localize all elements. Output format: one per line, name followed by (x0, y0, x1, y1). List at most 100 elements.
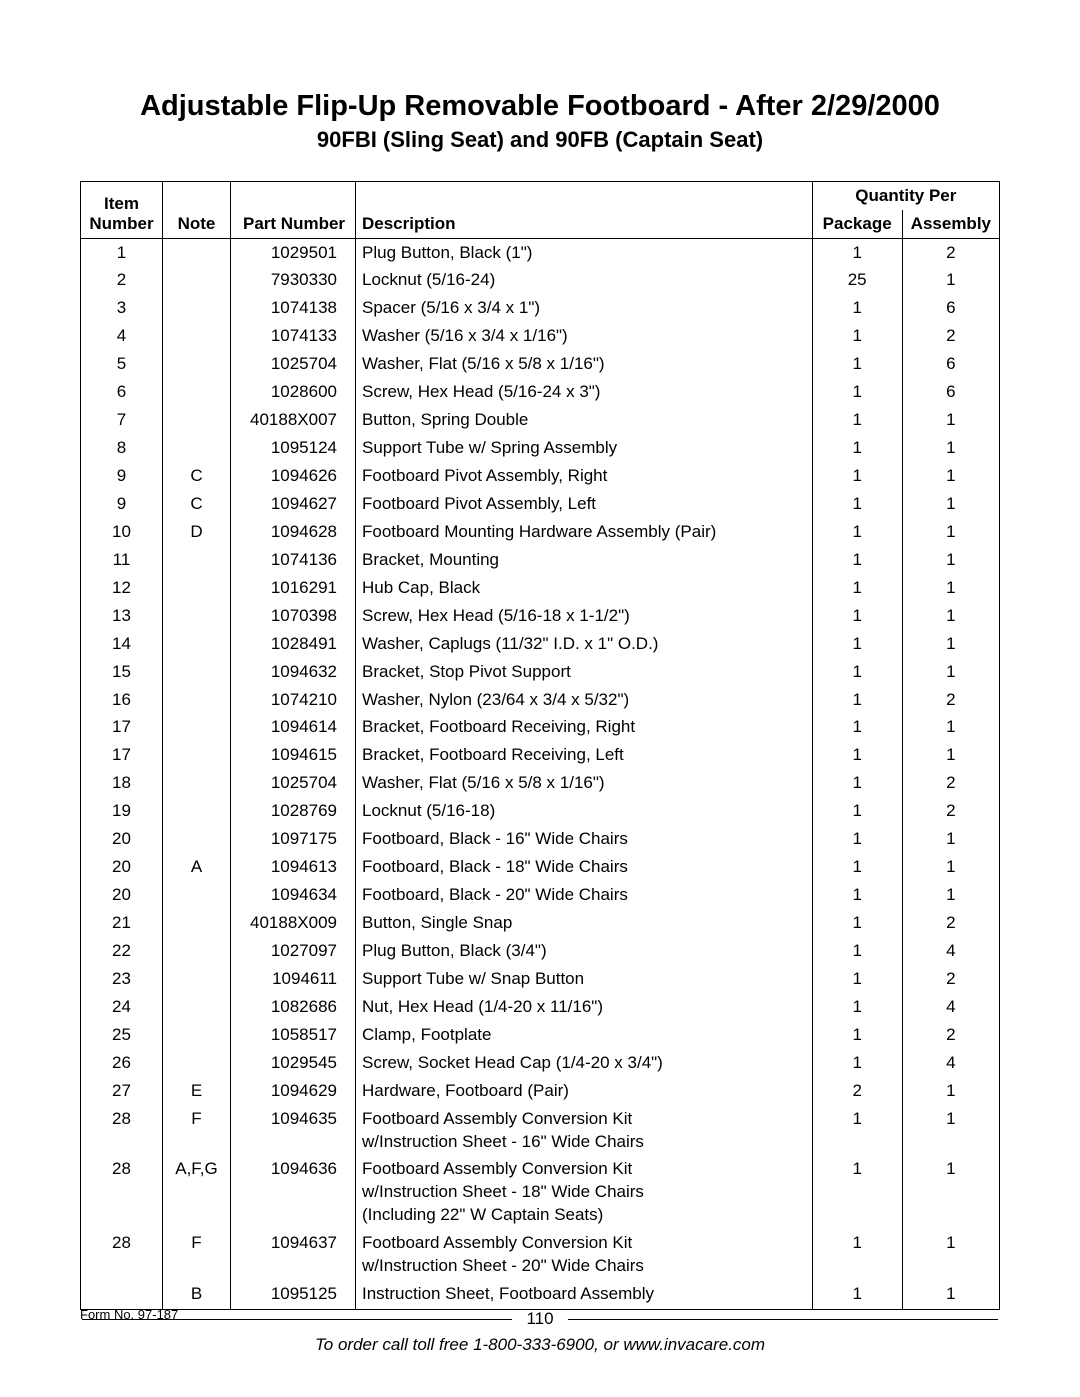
cell-item: 2 (81, 267, 163, 295)
cell-pkg: 1 (812, 686, 902, 714)
cell-item: 17 (81, 742, 163, 770)
cell-asm: 1 (902, 742, 999, 770)
cell-note (163, 910, 231, 938)
cell-part: 1095124 (231, 435, 356, 463)
cell-item: 17 (81, 714, 163, 742)
table-row: 61028600Screw, Hex Head (5/16-24 x 3")16 (81, 379, 1000, 407)
cell-note (163, 770, 231, 798)
cell-note (163, 407, 231, 435)
cell-asm: 2 (902, 770, 999, 798)
cell-item: 13 (81, 602, 163, 630)
cell-note (163, 630, 231, 658)
cell-part: 1074210 (231, 686, 356, 714)
cell-desc: Support Tube w/ Snap Button (356, 965, 813, 993)
cell-pkg: 1 (812, 1105, 902, 1156)
cell-part: 1074133 (231, 323, 356, 351)
cell-pkg: 1 (812, 882, 902, 910)
cell-pkg: 1 (812, 965, 902, 993)
cell-desc: Hub Cap, Black (356, 574, 813, 602)
cell-asm: 1 (902, 407, 999, 435)
cell-desc: Footboard Pivot Assembly, Left (356, 490, 813, 518)
cell-note: D (163, 518, 231, 546)
page-title: Adjustable Flip-Up Removable Footboard -… (80, 90, 1000, 123)
cell-part: 1094629 (231, 1077, 356, 1105)
cell-asm: 2 (902, 239, 999, 267)
cell-item: 15 (81, 658, 163, 686)
cell-note: E (163, 1077, 231, 1105)
table-row: 27930330Locknut (5/16-24)251 (81, 267, 1000, 295)
cell-desc: Footboard Pivot Assembly, Right (356, 463, 813, 491)
th-desc: Description (356, 182, 813, 239)
cell-note (163, 826, 231, 854)
page-number: 110 (526, 1309, 553, 1329)
table-row: 11029501Plug Button, Black (1")12 (81, 239, 1000, 267)
cell-part: 1028600 (231, 379, 356, 407)
cell-asm: 1 (902, 518, 999, 546)
cell-part: 1082686 (231, 993, 356, 1021)
cell-desc: Washer, Caplugs (11/32" I.D. x 1" O.D.) (356, 630, 813, 658)
cell-item: 16 (81, 686, 163, 714)
cell-note (163, 993, 231, 1021)
cell-pkg: 1 (812, 770, 902, 798)
cell-pkg: 2 (812, 1077, 902, 1105)
cell-desc: Plug Button, Black (3/4") (356, 937, 813, 965)
cell-pkg: 1 (812, 937, 902, 965)
cell-asm: 1 (902, 574, 999, 602)
cell-pkg: 1 (812, 435, 902, 463)
table-body: 11029501Plug Button, Black (1")122793033… (81, 239, 1000, 1310)
cell-asm: 1 (902, 882, 999, 910)
cell-item: 24 (81, 993, 163, 1021)
table-row: 27E1094629Hardware, Footboard (Pair)21 (81, 1077, 1000, 1105)
cell-item (81, 1281, 163, 1309)
cell-pkg: 1 (812, 574, 902, 602)
cell-part: 1094614 (231, 714, 356, 742)
cell-pkg: 25 (812, 267, 902, 295)
cell-part: 40188X007 (231, 407, 356, 435)
cell-part: 1094628 (231, 518, 356, 546)
cell-asm: 2 (902, 910, 999, 938)
cell-note: A,F,G (163, 1156, 231, 1230)
cell-pkg: 1 (812, 630, 902, 658)
cell-note (163, 937, 231, 965)
order-line: To order call toll free 1-800-333-6900, … (80, 1335, 1000, 1355)
cell-part: 1095125 (231, 1281, 356, 1309)
cell-item: 3 (81, 295, 163, 323)
cell-part: 1028769 (231, 798, 356, 826)
cell-note (163, 602, 231, 630)
cell-note: F (163, 1230, 231, 1281)
cell-note (163, 882, 231, 910)
table-row: 740188X007Button, Spring Double11 (81, 407, 1000, 435)
cell-pkg: 1 (812, 742, 902, 770)
cell-item: 1 (81, 239, 163, 267)
cell-desc: Nut, Hex Head (1/4-20 x 11/16") (356, 993, 813, 1021)
cell-note (163, 351, 231, 379)
table-row: 24 1082686Nut, Hex Head (1/4-20 x 11/16")… (81, 993, 1000, 1021)
cell-item: 11 (81, 546, 163, 574)
cell-desc: Footboard Mounting Hardware Assembly (Pa… (356, 518, 813, 546)
cell-desc: Bracket, Footboard Receiving, Left (356, 742, 813, 770)
table-row: 171094615Bracket, Footboard Receiving, L… (81, 742, 1000, 770)
cell-desc: Screw, Hex Head (5/16-18 x 1-1/2") (356, 602, 813, 630)
cell-desc: Bracket, Stop Pivot Support (356, 658, 813, 686)
cell-asm: 6 (902, 351, 999, 379)
cell-note (163, 658, 231, 686)
table-row: 9C1094627Footboard Pivot Assembly, Left1… (81, 490, 1000, 518)
cell-item: 25 (81, 1021, 163, 1049)
cell-part: 1016291 (231, 574, 356, 602)
cell-part: 1074136 (231, 546, 356, 574)
th-pkg: Package (812, 210, 902, 239)
cell-desc: Screw, Hex Head (5/16-24 x 3") (356, 379, 813, 407)
cell-item: 9 (81, 463, 163, 491)
cell-desc: Support Tube w/ Spring Assembly (356, 435, 813, 463)
cell-note (163, 1021, 231, 1049)
cell-asm: 1 (902, 1230, 999, 1281)
cell-pkg: 1 (812, 798, 902, 826)
cell-item: 20 (81, 882, 163, 910)
cell-item: 28 (81, 1105, 163, 1156)
cell-asm: 1 (902, 546, 999, 574)
table-row: 111074136Bracket, Mounting11 (81, 546, 1000, 574)
cell-pkg: 1 (812, 518, 902, 546)
cell-asm: 2 (902, 323, 999, 351)
th-note: Note (163, 182, 231, 239)
cell-pkg: 1 (812, 910, 902, 938)
